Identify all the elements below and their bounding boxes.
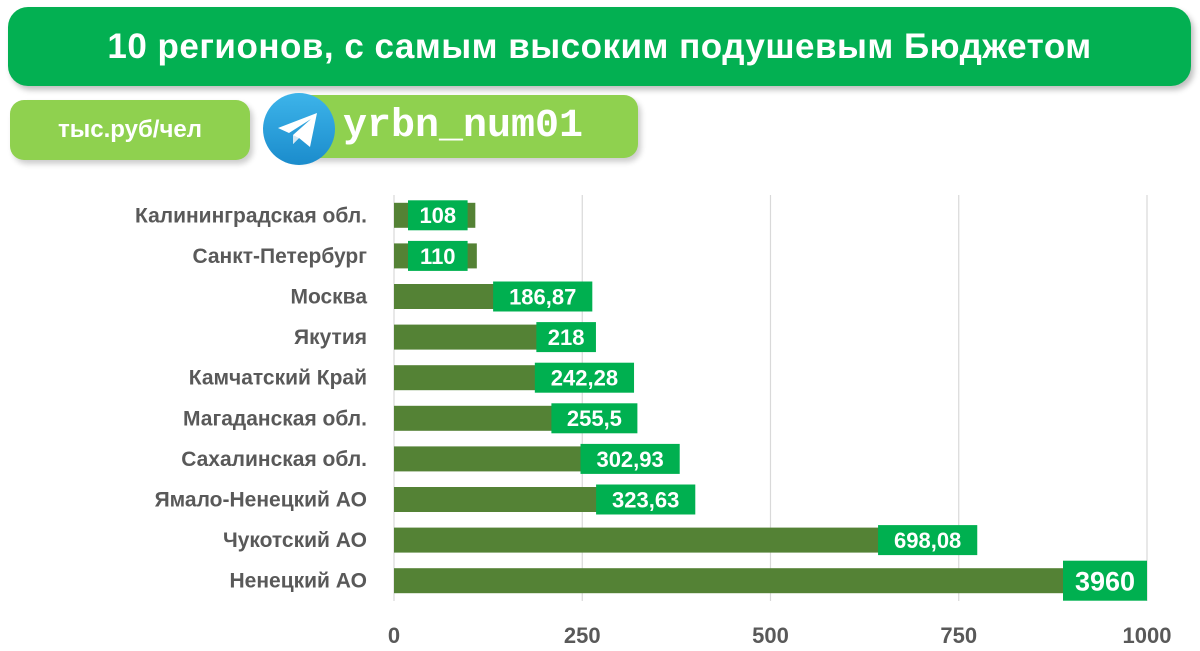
data-label: 255,5 bbox=[567, 406, 622, 431]
data-label-box bbox=[534, 362, 635, 393]
channel-handle[interactable]: yrbn_num01 bbox=[343, 103, 584, 149]
data-label-box bbox=[596, 484, 696, 515]
x-tick-label: 500 bbox=[752, 623, 789, 648]
category-label: Калининградская обл. bbox=[135, 204, 367, 227]
category-label: Ненецкий АО bbox=[229, 570, 367, 593]
bar bbox=[394, 568, 1147, 594]
x-tick-label: 250 bbox=[564, 623, 601, 648]
unit-label: тыс.руб/чел bbox=[10, 100, 250, 160]
category-label: Москва bbox=[290, 286, 367, 309]
telegram-icon[interactable] bbox=[262, 92, 336, 166]
category-label: Сахалинская обл. bbox=[181, 448, 367, 471]
chart-title: 10 регионов, с самым высоким подушевым Б… bbox=[8, 7, 1191, 86]
x-tick-label: 1000 bbox=[1123, 623, 1172, 648]
category-label: Камчатский Край bbox=[189, 367, 367, 390]
category-label: Санкт-Петербург bbox=[192, 245, 367, 268]
data-label-box bbox=[408, 240, 468, 271]
x-tick-label: 0 bbox=[388, 623, 400, 648]
data-label: 186,87 bbox=[509, 284, 576, 309]
data-label: 323,63 bbox=[612, 487, 679, 512]
channel-badge[interactable] bbox=[283, 95, 638, 158]
category-label: Ямало-Ненецкий АО bbox=[155, 489, 367, 512]
x-tick-label: 750 bbox=[940, 623, 977, 648]
bar bbox=[394, 527, 920, 553]
category-label: Чукотский АО bbox=[223, 529, 367, 552]
data-label-box bbox=[1063, 560, 1147, 601]
bar bbox=[394, 324, 559, 350]
data-label-box bbox=[580, 443, 680, 474]
category-label: Якутия bbox=[294, 326, 367, 349]
data-label: 108 bbox=[419, 203, 456, 228]
category-label: Магаданская обл. bbox=[183, 407, 367, 430]
data-label-box bbox=[408, 200, 468, 231]
data-label-box bbox=[536, 322, 596, 353]
data-label: 218 bbox=[548, 325, 585, 350]
data-label-box bbox=[493, 281, 593, 312]
bar-chart: 0 250 500 750 1000 Калининградская обл. 108 Сан… bbox=[135, 195, 1172, 648]
data-label: 302,93 bbox=[596, 447, 663, 472]
data-label: 698,08 bbox=[894, 528, 961, 553]
data-label: 110 bbox=[420, 244, 456, 269]
data-label-box bbox=[551, 403, 638, 434]
data-label: 3960 bbox=[1075, 566, 1135, 596]
data-label-box bbox=[878, 525, 978, 556]
data-label: 242,28 bbox=[551, 366, 618, 391]
